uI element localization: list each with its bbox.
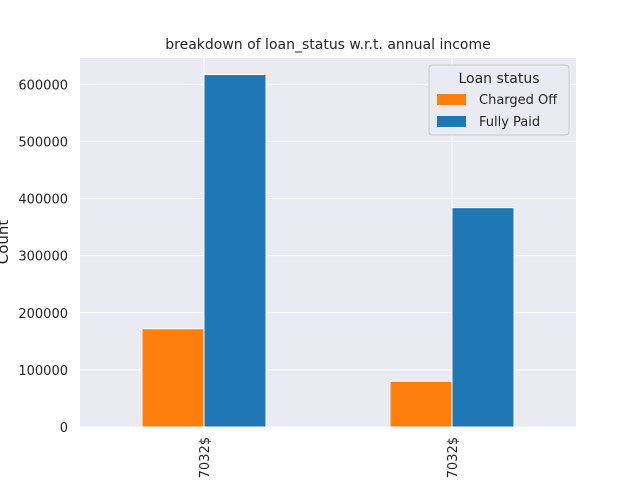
x-tick-label: 7032$ [446, 437, 461, 478]
legend-swatch [437, 116, 466, 127]
y-tick-label: 0 [60, 421, 68, 436]
chart-title: breakdown of loan_status w.r.t. annual i… [165, 37, 491, 53]
y-tick-label: 600000 [18, 78, 68, 93]
bar-fully-paid [451, 207, 515, 428]
legend-title: Loan status [458, 71, 539, 87]
y-tick-label: 200000 [18, 307, 68, 322]
x-tick-label: 7032$ [198, 437, 213, 478]
bar-charged-off [389, 380, 453, 428]
y-tick-label: 400000 [18, 193, 68, 208]
legend-swatch [437, 94, 466, 105]
legend-label: Charged Off [479, 93, 558, 108]
legend: Loan status Charged Off Fully Paid [428, 64, 570, 136]
x-tick-labels: 7032$ 7032$ [198, 437, 461, 478]
y-axis-label: Count [0, 220, 12, 265]
bar-fully-paid [203, 74, 267, 428]
legend-items: Charged Off Fully Paid [437, 93, 558, 130]
bar-charged-off [141, 328, 205, 428]
legend-label: Fully Paid [479, 115, 540, 130]
y-tick-label: 100000 [18, 364, 68, 379]
y-tick-labels: 0 100000 200000 300000 400000 500000 600000 [18, 78, 68, 436]
y-tick-label: 500000 [18, 135, 68, 150]
bars [141, 74, 515, 428]
y-tick-label: 300000 [18, 250, 68, 265]
